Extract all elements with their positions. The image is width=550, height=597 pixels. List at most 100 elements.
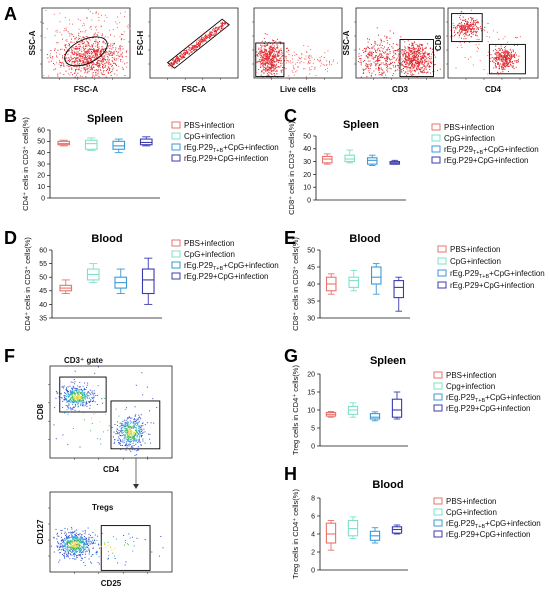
flow-f-top-event <box>78 399 79 400</box>
flow-a-4-event <box>393 55 394 56</box>
flow-a-1-event <box>105 60 106 61</box>
chart-B-box-2 <box>85 138 97 150</box>
flow-f-top-event <box>89 408 90 409</box>
flow-a-1-event <box>112 57 113 58</box>
flow-f-top-event <box>119 438 120 439</box>
flow-f-bottom-event <box>73 554 74 555</box>
flow-a-1-event <box>99 52 100 53</box>
flow-a-1-event <box>75 46 76 47</box>
flow-a-3-event <box>310 60 311 61</box>
flow-a-1-event <box>97 42 98 43</box>
flow-a-5-event <box>495 53 496 54</box>
flow-f-bottom-event <box>61 541 62 542</box>
flow-a-1-event <box>68 45 69 46</box>
flow-a-3-event <box>309 73 310 74</box>
flow-f-top-event <box>122 430 123 431</box>
flow-a-3-event <box>280 58 281 59</box>
flow-f-bottom-event <box>93 543 94 544</box>
flow-a-1-event <box>111 51 112 52</box>
flow-f-top-event <box>125 434 126 435</box>
flow-f-bottom-event <box>71 527 72 528</box>
flow-a-1-event <box>72 54 73 55</box>
flow-f-top-event <box>138 422 139 423</box>
flow-f-top-event <box>137 419 138 420</box>
flow-a-2-event <box>194 49 195 50</box>
flow-a-1-event <box>79 67 80 68</box>
flow-a-1-event <box>84 72 85 73</box>
flow-a-2-event <box>224 24 225 25</box>
flow-a-4-event <box>426 69 427 70</box>
flow-a-1-event <box>70 56 71 57</box>
flow-a-5-event <box>501 46 502 47</box>
flow-f-top-event <box>70 390 71 391</box>
flow-a-1-event <box>87 60 88 61</box>
flow-a-3-event <box>276 67 277 68</box>
flow-a-4-event <box>366 66 367 67</box>
flow-f-top-event <box>147 387 148 388</box>
flow-a-2-event <box>185 52 186 53</box>
flow-f-top-event <box>138 439 139 440</box>
flow-a-3-event <box>264 54 265 55</box>
flow-a-4-event <box>417 57 418 58</box>
flow-a-1-event <box>110 34 111 35</box>
flow-f-top-event <box>90 393 91 394</box>
flow-f-top-event <box>72 396 73 397</box>
flow-a-5-event <box>502 64 503 65</box>
flow-f-top-event <box>120 443 121 444</box>
flow-a-4-event <box>417 54 418 55</box>
flow-a-2-event <box>205 37 206 38</box>
flow-a-5-event <box>484 30 485 31</box>
flow-a-2-event <box>197 47 198 48</box>
flow-a-5-event <box>514 45 515 46</box>
flow-f-bottom-event <box>126 562 127 563</box>
flow-a-5-event <box>477 51 478 52</box>
flow-a-1-event <box>93 13 94 14</box>
flow-f-top-event <box>86 393 87 394</box>
flow-a-5-event <box>504 69 505 70</box>
flow-f-top-event <box>70 386 71 387</box>
flow-f-top-event <box>73 398 74 399</box>
chart-B-y-tick-label: 60 <box>37 127 45 134</box>
flow-a-3-event <box>288 62 289 63</box>
flow-a-5-event <box>473 24 474 25</box>
flow-a-4-event <box>365 50 366 51</box>
flow-f-bottom-event <box>76 549 77 550</box>
flow-a-1-event <box>74 57 75 58</box>
flow-a-3-event <box>294 52 295 53</box>
flow-a-1-event <box>123 49 124 50</box>
chart-B-box-3 <box>113 139 125 153</box>
flow-f-bottom-event <box>66 549 67 550</box>
flow-f-bottom-event <box>82 542 83 543</box>
flow-a-1-event <box>101 63 102 64</box>
flow-a-5-event <box>509 58 510 59</box>
flow-a-5-event <box>465 33 466 34</box>
flow-a-4-event <box>422 52 423 53</box>
flow-a-3-event <box>292 55 293 56</box>
flow-f-top-event <box>126 442 127 443</box>
flow-a-1-event <box>84 68 85 69</box>
flow-a-1-event <box>56 52 57 53</box>
flow-a-4-event <box>424 56 425 57</box>
flow-a-1-event <box>95 39 96 40</box>
flow-a-5-event <box>515 37 516 38</box>
flow-f-top-event <box>97 438 98 439</box>
flow-a-1-event <box>71 51 72 52</box>
flow-f-top-event <box>126 423 127 424</box>
flow-a-4-event <box>414 57 415 58</box>
flow-a-2-event <box>219 27 220 28</box>
flow-a-4-event <box>404 58 405 59</box>
flow-f-top-event <box>68 386 69 387</box>
flow-a-1-event <box>84 63 85 64</box>
flow-f-top-event <box>115 424 116 425</box>
flow-f-top-event <box>74 391 75 392</box>
flow-f-top-event <box>93 400 94 401</box>
flow-a-5-event <box>475 25 476 26</box>
flow-f-bottom-event <box>94 540 95 541</box>
flow-f-top-event <box>116 409 117 410</box>
flow-a-1-event <box>71 57 72 58</box>
flow-f-top-event <box>75 371 76 372</box>
flow-a-4-event <box>387 40 388 41</box>
flow-a-3-event <box>299 57 300 58</box>
flow-a-1-event <box>78 57 79 58</box>
flow-a-1-event <box>86 66 87 67</box>
